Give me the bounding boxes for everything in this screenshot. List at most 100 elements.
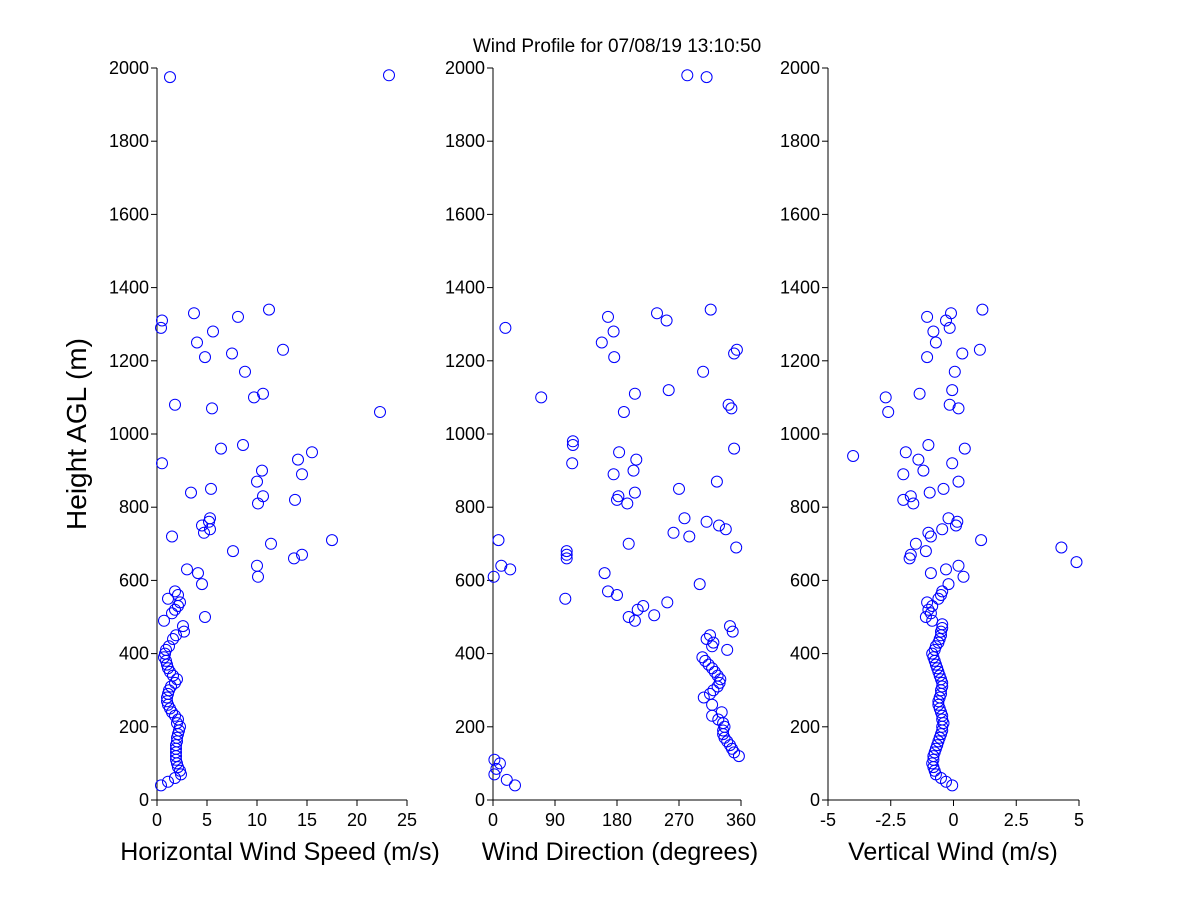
- data-point: [296, 548, 308, 561]
- x-tick-label: 0: [948, 810, 958, 830]
- data-point: [181, 563, 193, 576]
- y-tick-label: 1000: [109, 424, 149, 444]
- y-tick-label: 400: [790, 644, 820, 664]
- data-point: [252, 570, 264, 583]
- data-point: [924, 530, 937, 543]
- data-point: [651, 307, 663, 320]
- data-point: [943, 398, 956, 411]
- data-point: [660, 314, 673, 327]
- data-point: [196, 519, 208, 532]
- y-tick-label: 800: [455, 497, 485, 517]
- data-point: [172, 728, 184, 741]
- y-tick-label: 1800: [780, 131, 820, 151]
- data-point: [622, 611, 635, 623]
- data-point: [897, 493, 910, 506]
- data-point: [277, 343, 289, 356]
- x-tick-label: -2.5: [875, 810, 906, 830]
- data-point: [919, 545, 932, 558]
- data-point: [560, 552, 573, 565]
- data-point: [169, 709, 181, 722]
- data-point: [595, 336, 608, 349]
- data-point: [710, 475, 723, 488]
- data-point: [292, 453, 304, 466]
- data-point: [728, 442, 741, 455]
- data-point: [628, 614, 641, 627]
- data-point: [704, 629, 716, 642]
- data-point: [169, 603, 181, 616]
- data-point: [899, 446, 912, 459]
- x-tick-label: 5: [202, 810, 212, 830]
- data-point: [169, 772, 181, 784]
- data-point: [637, 600, 650, 612]
- y-tick-label: 1600: [445, 204, 485, 224]
- data-point: [206, 402, 218, 415]
- data-point: [602, 310, 614, 323]
- data-point: [721, 643, 734, 656]
- data-point: [162, 662, 174, 675]
- figure-title: Wind Profile for 07/08/19 13:10:50: [473, 36, 761, 57]
- data-point: [725, 402, 738, 415]
- data-point: [161, 658, 173, 671]
- data-point: [622, 537, 635, 550]
- data-point: [932, 592, 945, 605]
- data-point: [207, 325, 219, 338]
- data-point: [912, 453, 925, 466]
- data-point: [728, 347, 741, 360]
- y-tick-label: 1200: [445, 351, 485, 371]
- data-point: [697, 691, 710, 704]
- data-point: [252, 497, 264, 510]
- x-axis-label: Horizontal Wind Speed (m/s): [120, 838, 440, 866]
- data-point: [704, 303, 717, 316]
- data-point: [726, 625, 739, 638]
- data-point: [708, 665, 721, 678]
- x-tick-label: 25: [397, 810, 417, 830]
- data-point: [162, 592, 174, 605]
- data-point: [227, 545, 239, 558]
- data-point: [882, 406, 895, 418]
- data-point: [907, 497, 920, 510]
- data-point: [160, 643, 172, 656]
- data-point: [719, 523, 732, 536]
- data-point: [560, 548, 573, 561]
- x-tick-label: 360: [726, 810, 756, 830]
- data-point: [239, 365, 251, 378]
- y-axis-label: Height AGL (m): [61, 338, 92, 530]
- data-point: [566, 435, 579, 448]
- data-point: [566, 439, 579, 451]
- data-point: [172, 589, 184, 601]
- data-point: [667, 526, 680, 539]
- data-point: [263, 303, 275, 316]
- data-point: [683, 530, 696, 543]
- data-point: [499, 321, 512, 334]
- data-point: [700, 71, 713, 84]
- data-point: [627, 464, 640, 477]
- x-tick-label: 90: [545, 810, 565, 830]
- x-tick-label: 10: [247, 810, 267, 830]
- data-point: [924, 607, 937, 620]
- y-tick-label: 200: [119, 717, 149, 737]
- data-point: [608, 351, 621, 364]
- data-point: [976, 303, 989, 316]
- data-point: [711, 669, 724, 682]
- data-point: [951, 515, 964, 528]
- data-point: [174, 720, 186, 733]
- data-point: [936, 713, 949, 726]
- data-point: [715, 706, 728, 719]
- data-point: [170, 629, 182, 642]
- data-point: [185, 486, 197, 499]
- data-point: [251, 475, 263, 488]
- data-point: [909, 537, 922, 550]
- data-point: [713, 676, 726, 689]
- data-point: [500, 773, 513, 786]
- y-tick-label: 1000: [445, 424, 485, 444]
- data-point: [306, 446, 318, 459]
- y-tick-label: 1400: [445, 278, 485, 298]
- y-tick-label: 400: [119, 644, 149, 664]
- data-point: [942, 578, 955, 591]
- data-point: [383, 69, 395, 82]
- data-point: [175, 768, 187, 781]
- data-point: [926, 647, 939, 660]
- data-point: [673, 482, 685, 495]
- data-point: [847, 450, 860, 462]
